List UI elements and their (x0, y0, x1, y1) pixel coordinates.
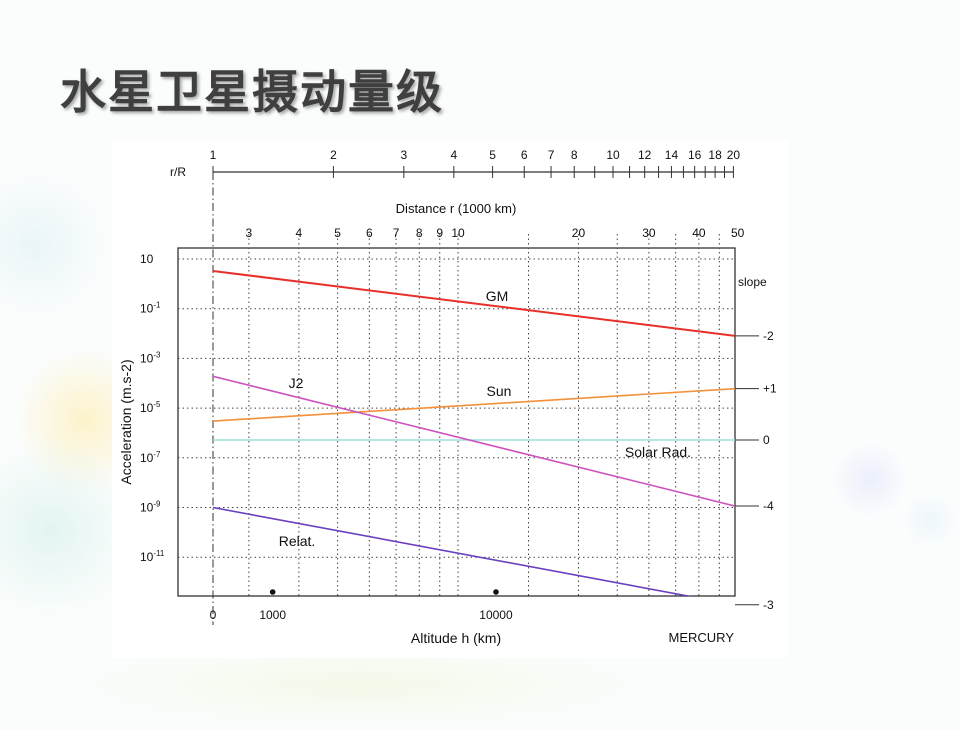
series-label: Solar Rad. (625, 444, 691, 460)
series-label: J2 (289, 375, 304, 391)
y-axis-label: Acceleration (m.s-2) (118, 359, 134, 484)
altitude-tick-label: 10000 (479, 608, 513, 622)
rR-axis-label: r/R (170, 165, 186, 179)
slope-label: -4 (763, 499, 774, 513)
rR-tick-label: 1 (210, 148, 217, 162)
y-tick-label: 10-3 (140, 350, 161, 365)
distance-tick-label: 10 (451, 226, 465, 240)
rR-tick-label: 3 (401, 148, 408, 162)
distance-tick-label: 50 (731, 226, 745, 240)
rR-tick-label: 18 (708, 148, 722, 162)
rR-tick-label: 2 (330, 148, 337, 162)
distance-tick-label: 7 (393, 226, 400, 240)
altitude-marker-dot (269, 589, 276, 595)
y-tick-label: 10-11 (140, 549, 165, 564)
rR-tick-label: 7 (548, 148, 555, 162)
distance-tick-label: 4 (296, 226, 303, 240)
series-label: Relat. (279, 533, 316, 549)
rR-tick-label: 6 (521, 148, 528, 162)
rR-tick-label: 12 (638, 148, 652, 162)
distance-tick-label: 9 (436, 226, 443, 240)
distance-tick-label: 30 (642, 226, 656, 240)
series-line-sun (212, 387, 735, 422)
distance-tick-label: 8 (416, 226, 423, 240)
distance-axis-label: Distance r (1000 km) (396, 201, 517, 216)
series-line-relat- (212, 506, 693, 596)
slope-label: -2 (763, 329, 774, 343)
rR-tick-label: 4 (450, 148, 457, 162)
plot-frame (177, 247, 736, 597)
altitude-tick-label: 0 (210, 608, 217, 622)
series-line-gm (212, 269, 735, 337)
slope-label: 0 (763, 433, 770, 447)
planet-label: MERCURY (669, 630, 735, 645)
y-tick-label: 10 (140, 252, 154, 266)
y-tick-label: 10-7 (140, 450, 161, 465)
series-label: GM (486, 288, 509, 304)
y-tick-label: 10-5 (140, 400, 161, 415)
altitude-tick-label: 1000 (259, 608, 286, 622)
distance-tick-label: 5 (334, 226, 341, 240)
distance-tick-label: 20 (572, 226, 586, 240)
rR-tick-label: 16 (688, 148, 702, 162)
slope-label: +1 (763, 382, 777, 396)
rR-tick-label: 14 (665, 148, 679, 162)
distance-tick-label: 3 (246, 226, 253, 240)
altitude-marker-dot (493, 589, 499, 595)
series-line-j2 (212, 375, 735, 507)
slide-title: 水星卫星摄动量级 (60, 65, 444, 119)
rR-tick-label: 10 (606, 148, 620, 162)
y-tick-label: 10-9 (140, 500, 161, 515)
series-label: Sun (487, 383, 512, 399)
y-tick-label: 10-1 (140, 301, 161, 316)
slope-header: slope (738, 275, 767, 289)
distance-tick-label: 40 (692, 226, 706, 240)
rR-tick-label: 5 (489, 148, 496, 162)
x-axis-label: Altitude h (km) (411, 630, 501, 646)
distance-tick-label: 6 (366, 226, 373, 240)
rR-tick-label: 8 (571, 148, 578, 162)
rR-tick-label: 20 (727, 148, 741, 162)
slope-label: -3 (763, 598, 774, 612)
